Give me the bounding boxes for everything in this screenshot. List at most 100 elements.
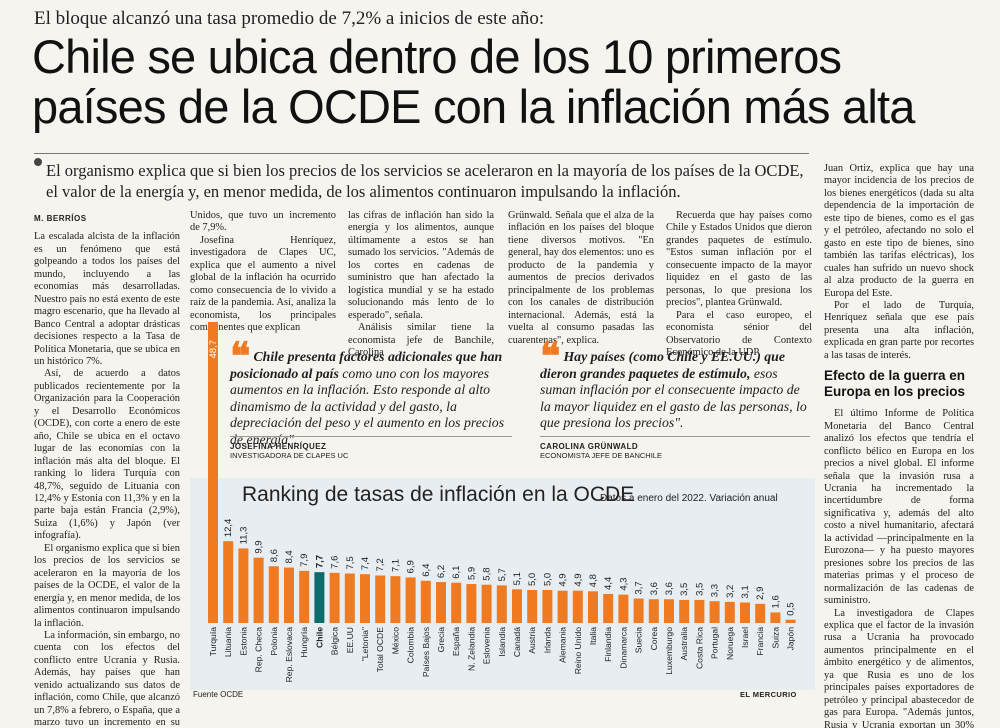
bar-10	[360, 574, 370, 623]
category-label: Costa Rica	[694, 627, 704, 669]
bar-11	[375, 575, 386, 623]
column-3: las cifras de inflación han sido la ener…	[348, 210, 494, 359]
bar-5	[284, 567, 294, 623]
bar-value-label: 7,5	[345, 556, 356, 569]
category-label: Japón	[786, 627, 796, 651]
bar-value-label: 3,5	[679, 583, 690, 596]
paragraph: las cifras de inflación han sido la ener…	[348, 210, 494, 321]
bar-value-label: 12,4	[223, 519, 234, 538]
category-label: N. Zelandia	[466, 627, 476, 671]
bar-value-label: 1,6	[770, 595, 781, 608]
category-label: Francia	[755, 627, 765, 656]
bar-value-label: 3,5	[694, 583, 705, 596]
paragraph: Análisis similar tiene la economista jef…	[348, 322, 494, 358]
bar-value-label: 9,9	[254, 540, 265, 553]
category-label: Alemania	[558, 627, 568, 663]
category-label: Suiza	[770, 627, 780, 649]
bar-9	[344, 573, 355, 623]
category-label: Luxemburgo	[664, 627, 674, 675]
bar-value-label: 5,0	[542, 573, 553, 586]
column-1: M. BERRÍOS La escalada alcista de la inf…	[34, 213, 180, 728]
bar-37	[770, 612, 781, 623]
quote-2-bold: Hay países (como Chile y EE.UU.) que die…	[540, 349, 785, 381]
bar-25	[588, 591, 598, 623]
category-label: Turquía	[208, 627, 218, 657]
bar-value-label: 7,4	[360, 557, 371, 570]
bar-value-label: 6,2	[436, 565, 447, 578]
category-label: Austria	[527, 627, 537, 654]
bar-28	[633, 598, 644, 623]
quote-1-text: como uno con los mayores aumentos en la …	[230, 365, 505, 447]
bar-value-label: 3,1	[740, 585, 751, 598]
bar-value-label: 4,4	[603, 577, 614, 590]
bar-19	[496, 585, 507, 623]
category-label: Noruega	[725, 627, 735, 660]
bar-34	[724, 601, 735, 623]
bar-30	[664, 599, 674, 623]
quote-2-signature: CAROLINA GRÜNWALD ECONOMISTA JEFE DE BAN…	[540, 442, 662, 460]
headline-line-2: países de la OCDE con la inflación más a…	[32, 80, 915, 133]
category-label: Dinamarca	[618, 627, 628, 669]
category-label: Australia	[679, 627, 689, 661]
bar-value-label: 6,1	[451, 566, 462, 579]
bullet-icon	[34, 158, 42, 166]
category-label: "Letonia"	[360, 627, 370, 661]
bar-value-label: 3,6	[649, 582, 660, 595]
bar-value-label: 3,2	[725, 585, 736, 598]
category-label: Eslovenia	[482, 627, 492, 664]
bar-value-label: 6,9	[406, 560, 417, 573]
quote-1-signature: JOSEFINA HENRÍQUEZ INVESTIGADORA DE CLAP…	[230, 442, 348, 460]
bar-value-label: 2,9	[755, 587, 766, 600]
bar-18	[481, 584, 492, 623]
lead-paragraph: El organismo explica que si bien los pre…	[46, 161, 804, 201]
bar-8	[329, 572, 340, 623]
category-label: Portugal	[710, 627, 720, 659]
chart-panel	[190, 478, 815, 690]
category-label: Italia	[588, 627, 598, 645]
bar-value-label: 5,8	[482, 568, 493, 581]
paragraph: La investigadora de Clapes explica que e…	[824, 607, 974, 728]
bar-value-label: 4,3	[618, 577, 629, 590]
category-label: Grecia	[436, 627, 446, 653]
category-label: Reino Unido	[573, 627, 583, 675]
bar-14	[420, 580, 431, 623]
bar-value-label: 8,4	[284, 550, 295, 563]
quote-1-name: JOSEFINA HENRÍQUEZ	[230, 442, 327, 451]
bar-29	[648, 599, 659, 623]
bar-21	[527, 590, 538, 623]
paragraph: Josefina Henríquez, investigadora de Cla…	[190, 234, 336, 334]
quote-1-bold: Chile presenta factores adicionales que …	[230, 349, 503, 381]
bar-1	[223, 541, 234, 623]
category-label: Finlandia	[603, 627, 613, 662]
pull-quote-1: ❝ Chile presenta factores adicionales que…	[230, 337, 515, 449]
bar-24	[572, 590, 583, 623]
category-label: Hungría	[299, 627, 309, 658]
bar-20	[512, 589, 522, 623]
bar-value-label: 0,5	[786, 602, 797, 615]
bar-27	[618, 594, 629, 623]
category-label: EE.UU	[345, 627, 355, 653]
bar-36	[755, 603, 766, 623]
category-label: Rep. Checa	[254, 627, 264, 673]
lead-rule	[34, 153, 809, 154]
bar-value-label: 7,9	[299, 554, 310, 567]
bar-value-label: 7,6	[330, 556, 341, 569]
category-label: Suecia	[634, 627, 644, 653]
bar-7	[314, 572, 325, 623]
bar-3	[253, 557, 264, 623]
bar-33	[709, 601, 720, 623]
bar-23	[557, 590, 568, 623]
quote-1-role: INVESTIGADORA DE CLAPES UC	[230, 451, 349, 460]
source-note: Fuente OCDE	[193, 690, 244, 699]
category-label: Islandia	[497, 627, 507, 657]
bar-15	[436, 582, 446, 623]
bar-4	[268, 566, 279, 623]
bar-35	[740, 602, 750, 623]
subheading: Efecto de la guerra en Europa en los pre…	[824, 368, 966, 400]
quote-1-rule	[230, 436, 512, 437]
headline-line-1: Chile se ubica dentro de los 10 primeros	[32, 30, 842, 83]
category-label: Países Bajos	[421, 627, 431, 677]
bar-value-label: 5,9	[466, 567, 477, 580]
bar-value-label: 7,2	[375, 558, 386, 571]
category-label: Israel	[740, 627, 750, 648]
